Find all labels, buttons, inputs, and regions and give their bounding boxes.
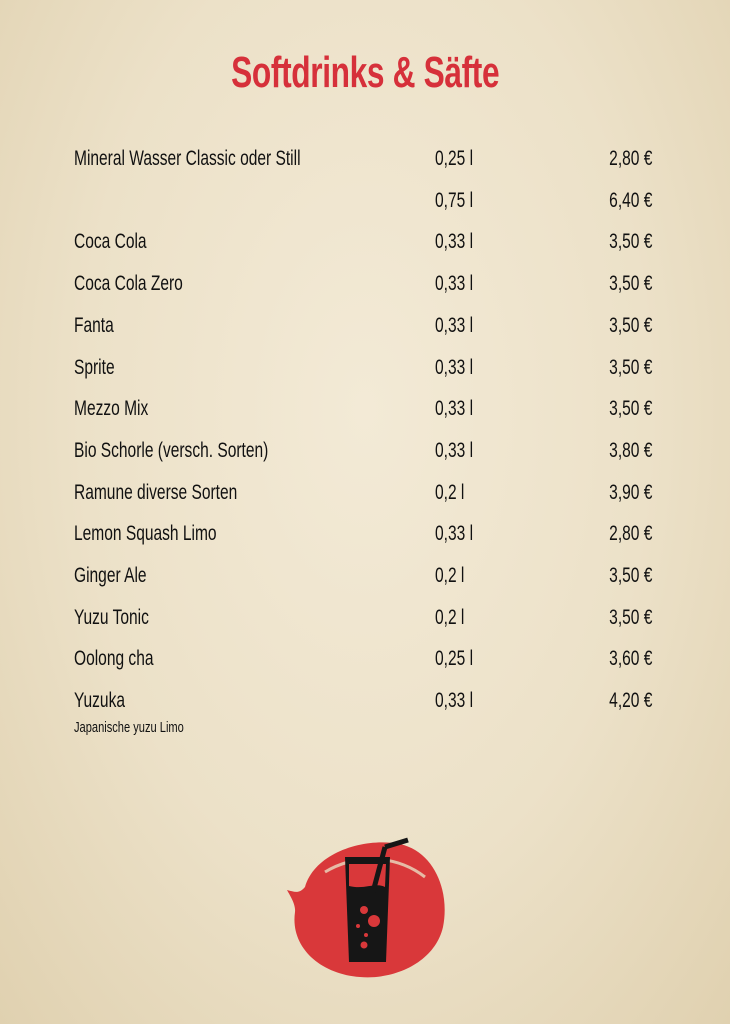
item-name: Bio Schorle (versch. Sorten): [74, 438, 269, 462]
item-price: 3,50 €: [608, 355, 652, 379]
item-name: Coca Cola: [74, 230, 147, 254]
item-volume: 0,75 l: [435, 188, 474, 212]
item-price: 4,20 €: [608, 689, 652, 713]
menu-item: Yuzuka 0,33 l 4,20 €: [74, 686, 652, 716]
item-name: Coca Cola Zero: [74, 272, 183, 296]
item-price: 2,80 €: [608, 147, 652, 170]
item-price: 3,60 €: [608, 647, 652, 671]
menu-item: Yuzu Tonic 0,2 l 3,50 €: [74, 603, 652, 633]
menu-item: Oolong cha 0,25 l 3,60 €: [74, 644, 652, 674]
item-volume: 0,33 l: [435, 438, 474, 462]
item-price: 3,90 €: [608, 480, 652, 504]
menu-item: Mezzo Mix 0,33 l 3,50 €: [74, 394, 652, 424]
menu-item: Coca Cola 0,33 l 3,50 €: [74, 227, 652, 257]
menu-item: Ramune diverse Sorten 0,2 l 3,90 €: [74, 478, 652, 508]
item-volume: 0,25 l: [435, 147, 474, 170]
item-volume: 0,2 l: [435, 564, 465, 587]
menu-item: Coca Cola Zero 0,33 l 3,50 €: [74, 269, 652, 299]
item-name: Ramune diverse Sorten: [74, 480, 238, 504]
item-name: Lemon Squash Limo: [74, 522, 217, 546]
item-volume: 0,33 l: [435, 522, 474, 546]
item-name: Fanta: [74, 313, 114, 337]
item-price: 3,50 €: [608, 564, 652, 587]
item-price: 3,50 €: [608, 230, 652, 254]
menu-item: Lemon Squash Limo 0,33 l 2,80 €: [74, 519, 652, 549]
item-name: Yuzu Tonic: [74, 605, 149, 629]
item-volume: 0,25 l: [435, 647, 474, 671]
item-name: Yuzuka: [74, 689, 125, 713]
item-description: Japanische yuzu Limo: [74, 719, 184, 736]
item-name: Oolong cha: [74, 647, 154, 671]
item-volume: 0,33 l: [435, 689, 474, 713]
item-price: 2,80 €: [608, 522, 652, 546]
menu-item: 0,75 l 6,40 €: [74, 186, 652, 216]
item-price: 3,80 €: [608, 438, 652, 462]
item-price: 3,50 €: [608, 605, 652, 629]
item-volume: 0,2 l: [435, 605, 465, 629]
item-price: 6,40 €: [608, 188, 652, 212]
item-name: Mineral Wasser Classic oder Still: [74, 147, 301, 170]
item-price: 3,50 €: [608, 272, 652, 296]
item-price: 3,50 €: [608, 397, 652, 421]
menu-item: Ginger Ale 0,2 l 3,50 €: [74, 561, 652, 591]
drink-glass-icon: [287, 837, 445, 978]
item-name: Sprite: [74, 355, 115, 379]
item-volume: 0,2 l: [435, 480, 465, 504]
menu-item: Mineral Wasser Classic oder Still 0,25 l 2…: [74, 144, 652, 174]
title-text: Softdrinks & Säfte: [230, 48, 500, 97]
item-volume: 0,33 l: [435, 313, 474, 337]
item-price: 3,50 €: [608, 313, 652, 337]
item-volume: 0,33 l: [435, 230, 474, 254]
menu-item: Fanta 0,33 l 3,50 €: [74, 311, 652, 341]
item-volume: 0,33 l: [435, 397, 474, 421]
item-name: Ginger Ale: [74, 564, 147, 587]
item-name: Mezzo Mix: [74, 397, 149, 421]
menu-item: Sprite 0,33 l 3,50 €: [74, 353, 652, 383]
item-volume: 0,33 l: [435, 355, 474, 379]
item-volume: 0,33 l: [435, 272, 474, 296]
menu-item: Bio Schorle (versch. Sorten) 0,33 l 3,80 €: [74, 436, 652, 466]
page-title: Softdrinks & Säfte: [0, 48, 730, 98]
